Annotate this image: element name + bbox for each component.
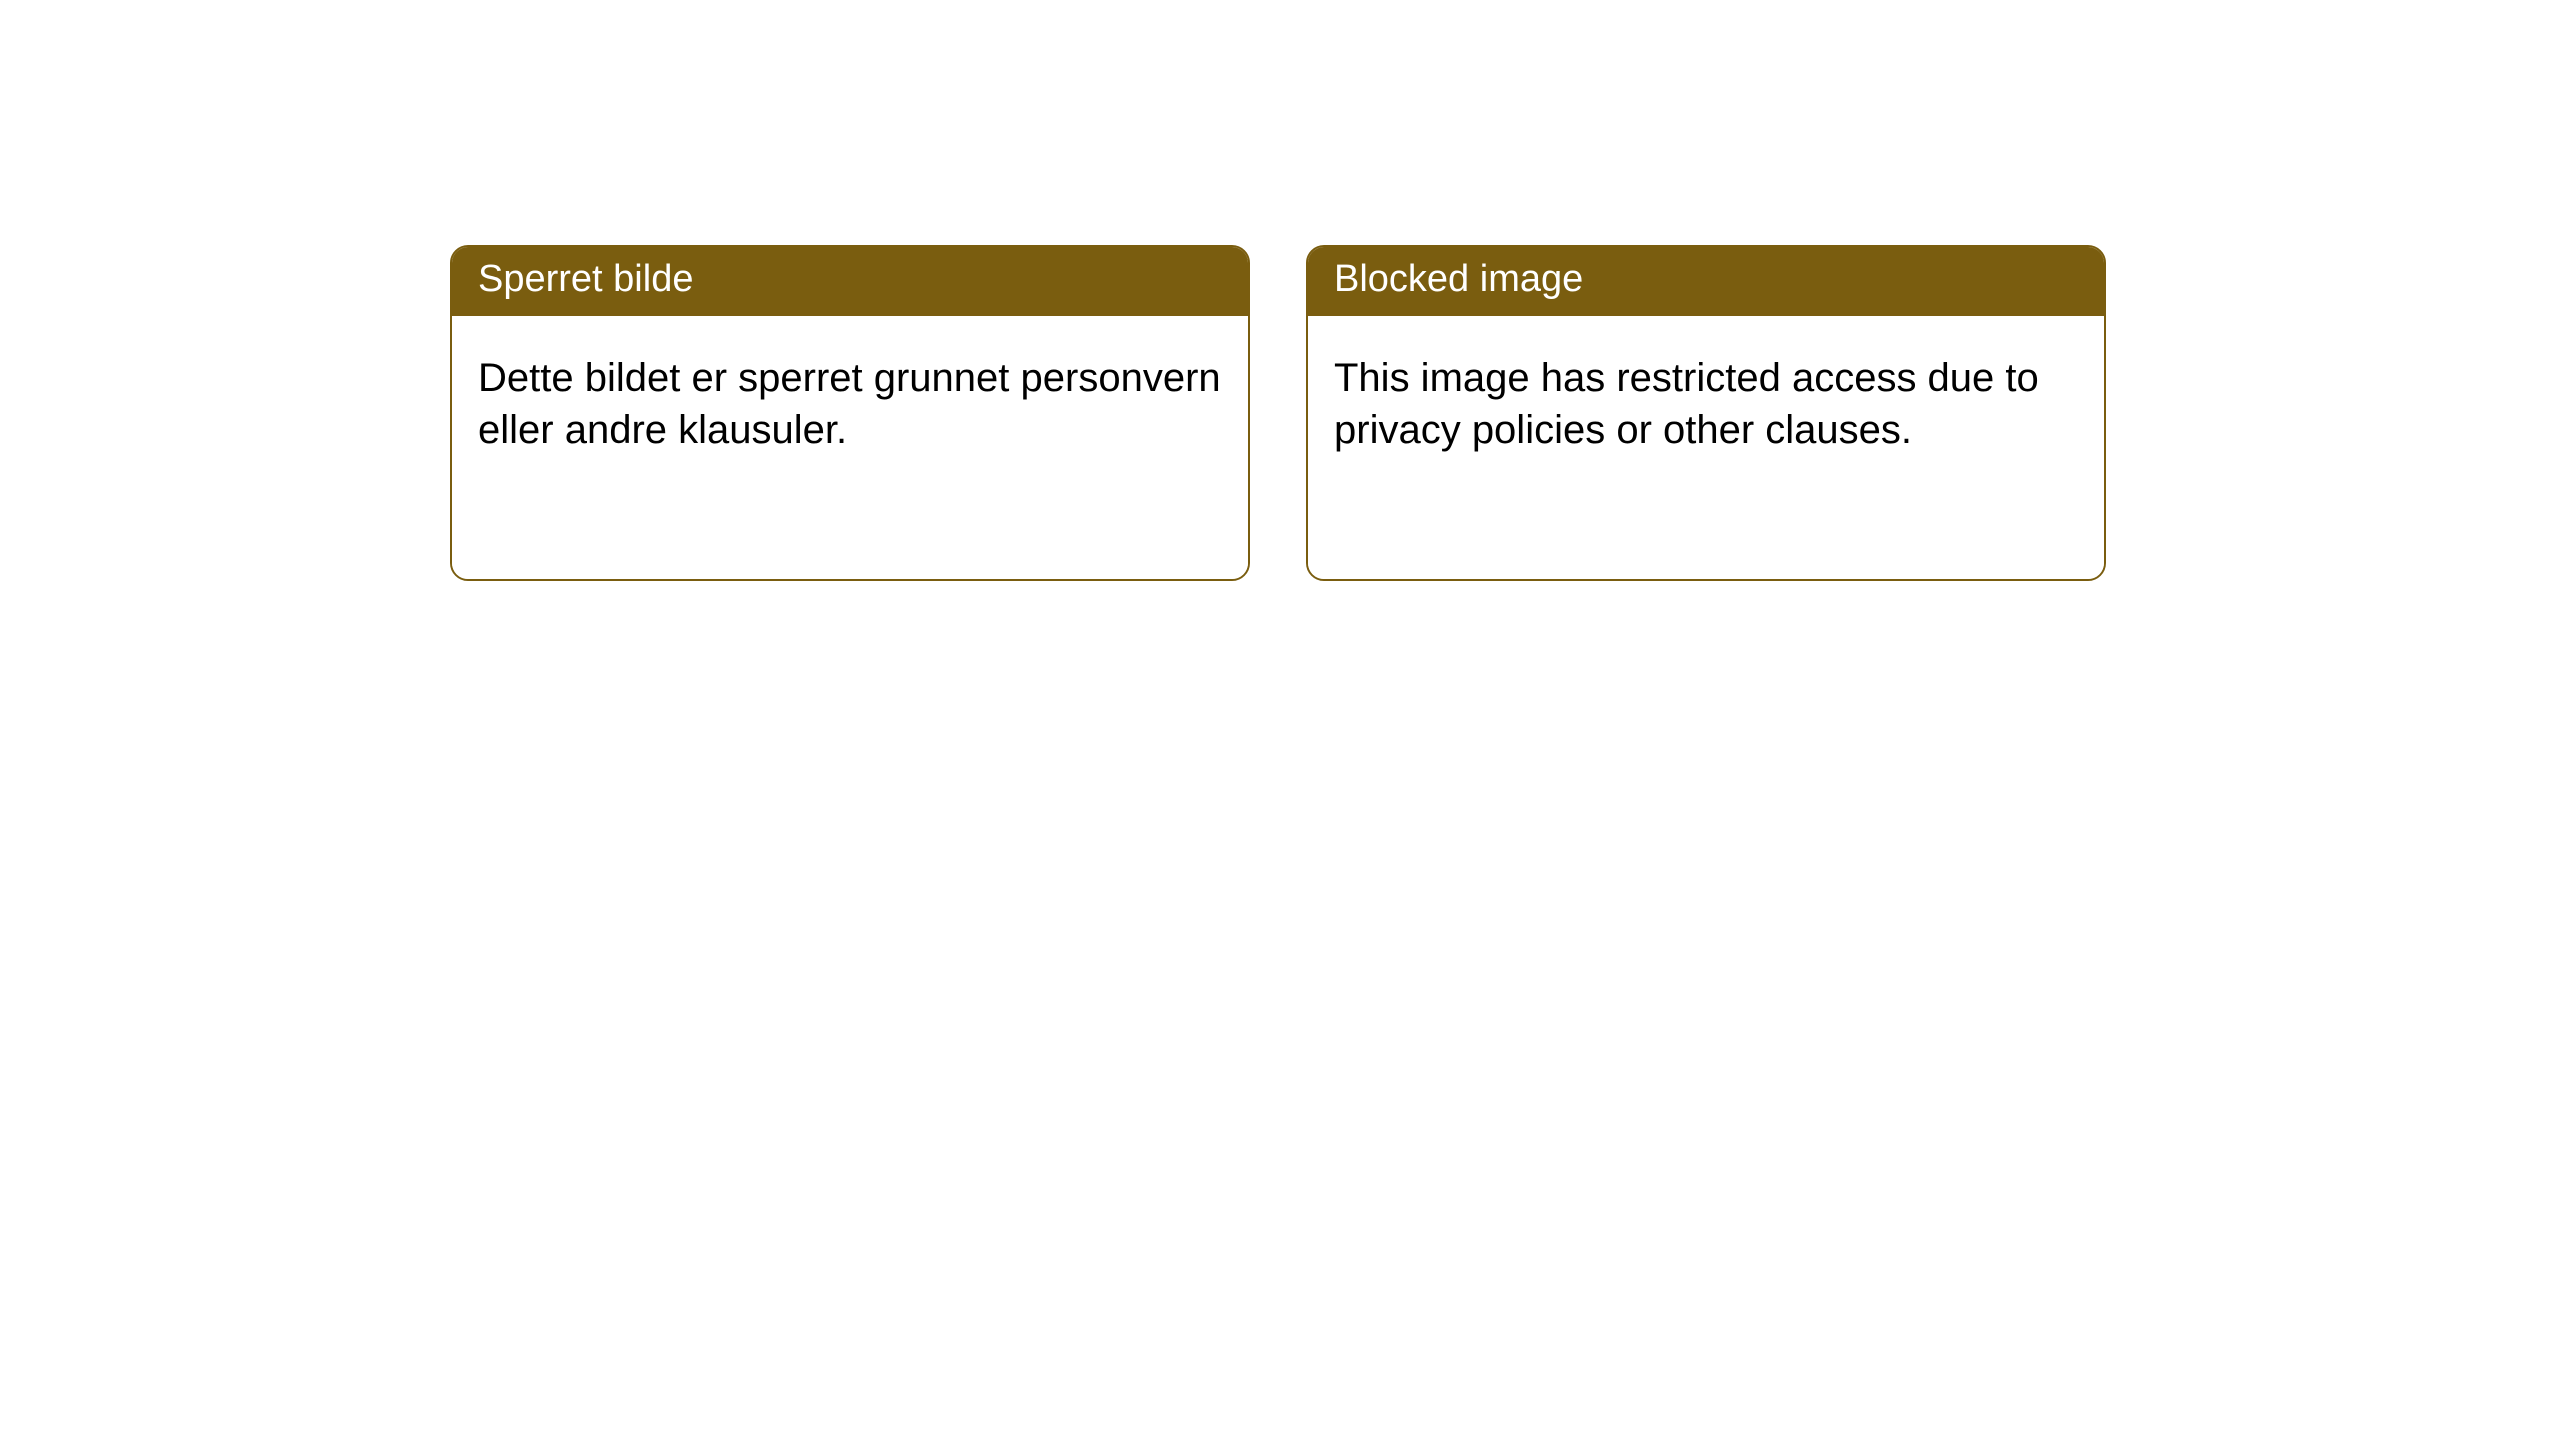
notice-cards-container: Sperret bilde Dette bildet er sperret gr… (0, 0, 2560, 581)
blocked-image-card-norwegian: Sperret bilde Dette bildet er sperret gr… (450, 245, 1250, 581)
blocked-image-card-english: Blocked image This image has restricted … (1306, 245, 2106, 581)
card-body-norwegian: Dette bildet er sperret grunnet personve… (452, 316, 1248, 579)
card-header-english: Blocked image (1308, 247, 2104, 316)
card-body-english: This image has restricted access due to … (1308, 316, 2104, 579)
card-header-norwegian: Sperret bilde (452, 247, 1248, 316)
